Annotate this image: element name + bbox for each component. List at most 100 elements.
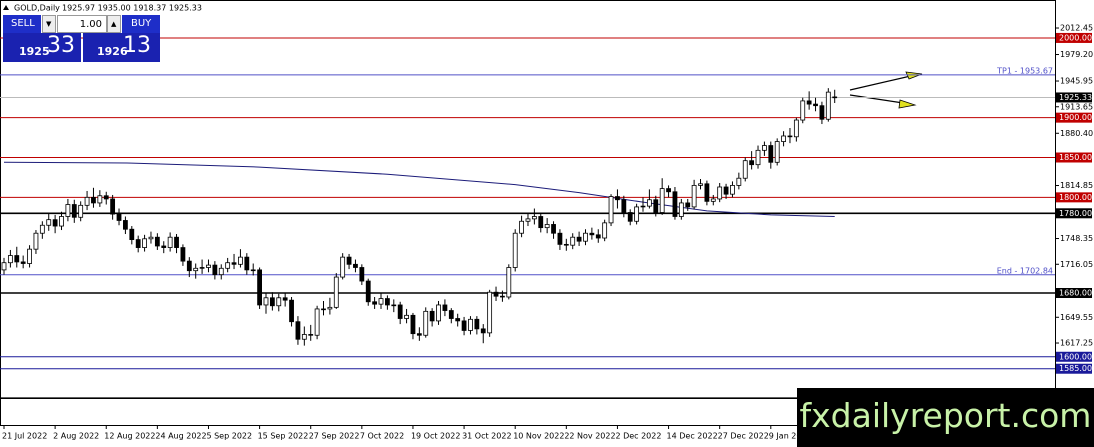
candle-body	[519, 220, 524, 234]
y-tick-label: 1814.85	[1060, 181, 1093, 190]
candle	[384, 295, 390, 310]
x-tick-label: 7 Oct 2022	[360, 432, 404, 441]
candle	[730, 181, 735, 198]
candle-body	[340, 256, 346, 278]
sell-price[interactable]: 1925 33	[3, 33, 81, 62]
candle	[78, 201, 84, 222]
candle-body	[646, 199, 652, 207]
candle-body	[685, 202, 691, 208]
candle	[410, 312, 416, 340]
candle	[563, 238, 569, 251]
candle	[263, 293, 269, 314]
collapse-icon[interactable]	[3, 5, 9, 10]
buy-pips: 13	[123, 33, 151, 58]
candle-body	[500, 295, 505, 298]
candle	[340, 253, 346, 280]
candle-body	[691, 184, 697, 208]
x-tick-label: 5 Sep 2022	[206, 432, 252, 441]
candle-body	[295, 321, 301, 340]
candle	[774, 138, 780, 166]
lot-down[interactable]: ▼	[42, 15, 56, 33]
candle	[698, 179, 703, 190]
target-label: End - 1702.84	[997, 266, 1053, 275]
candle	[365, 278, 371, 306]
candle	[646, 189, 652, 209]
lot-input[interactable]: 1.00	[57, 15, 107, 33]
candle	[710, 194, 716, 206]
candle	[7, 249, 13, 268]
candle-body	[257, 269, 263, 306]
candle-body	[602, 222, 608, 239]
candle	[832, 89, 838, 104]
candle-body	[819, 105, 825, 120]
x-tick-label: 27 Dec 2022	[718, 432, 769, 441]
candle-body	[563, 243, 569, 246]
sell-button[interactable]: SELL	[3, 15, 41, 33]
x-tick-label: 12 Aug 2022	[104, 432, 155, 441]
candle-body	[749, 160, 755, 166]
buy-price[interactable]: 1926 13	[83, 33, 160, 62]
candle	[615, 189, 620, 209]
candle	[250, 263, 256, 276]
candle-body	[84, 196, 90, 206]
candle	[148, 231, 154, 244]
candle-body	[174, 236, 179, 248]
candle	[519, 215, 524, 238]
y-tick-label: 1716.05	[1060, 260, 1093, 269]
candle	[742, 157, 748, 182]
candle	[193, 263, 199, 279]
x-tick-label: 24 Aug 2022	[155, 432, 206, 441]
candle-body	[167, 236, 173, 248]
candle-body	[33, 232, 39, 250]
candle-body	[531, 216, 537, 220]
x-tick-label: 2 Aug 2022	[53, 432, 99, 441]
buy-button[interactable]: BUY	[122, 15, 160, 33]
candle	[129, 226, 135, 245]
candle	[436, 300, 441, 325]
candle	[621, 195, 627, 218]
level-box	[1056, 208, 1092, 219]
candle-body	[378, 298, 384, 305]
candle	[65, 198, 71, 222]
level-box	[1056, 288, 1092, 299]
candle-body	[193, 267, 199, 272]
candle	[52, 214, 58, 234]
candle-body	[359, 267, 365, 282]
level-label: 1780.00	[1059, 209, 1092, 218]
candle-body	[589, 232, 595, 236]
y-tick-label: 1748.35	[1060, 234, 1093, 243]
symbol: GOLD,Daily	[14, 4, 60, 13]
candle-body	[199, 267, 205, 269]
candle	[308, 324, 314, 341]
candle	[825, 88, 831, 122]
candle	[397, 301, 403, 325]
level-box	[1056, 32, 1092, 43]
candle-body	[525, 218, 531, 222]
candle-body	[666, 188, 671, 193]
candle-body	[269, 297, 275, 307]
candle-body	[97, 195, 103, 204]
candle	[755, 145, 761, 169]
candle	[238, 249, 243, 268]
x-tick-label: 10 Nov 2022	[513, 432, 564, 441]
candle	[391, 299, 397, 313]
candle-body	[135, 239, 141, 248]
candle-body	[621, 199, 627, 213]
candle-body	[333, 276, 339, 308]
candle-body	[206, 264, 211, 268]
level-box	[1056, 152, 1092, 163]
buy-big: 1926	[97, 45, 128, 58]
lot-up[interactable]: ▲	[107, 15, 121, 33]
candle-body	[423, 310, 429, 336]
candle	[442, 299, 448, 317]
x-tick-label: 9 Jan 2023	[769, 432, 812, 441]
candle	[608, 194, 614, 227]
moving-average	[3, 161, 835, 217]
y-tick-label: 1880.40	[1060, 129, 1093, 138]
candle-body	[244, 256, 250, 271]
candle	[570, 233, 576, 250]
candle	[327, 297, 333, 315]
candle-body	[52, 219, 58, 227]
level-box	[1056, 192, 1092, 203]
